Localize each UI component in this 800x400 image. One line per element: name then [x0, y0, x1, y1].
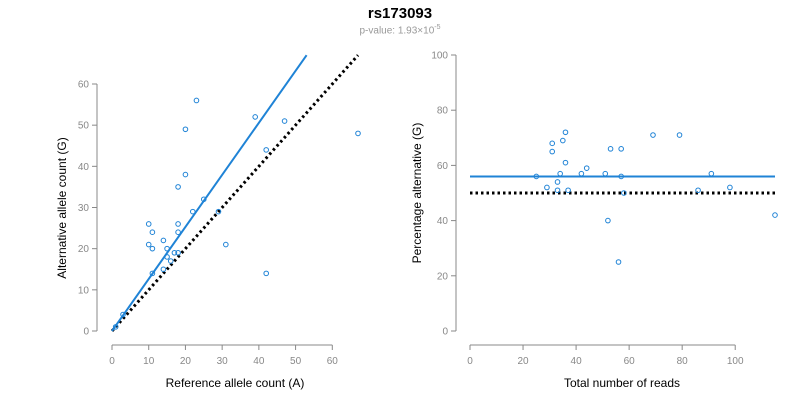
panel1-data-point	[175, 184, 181, 190]
panel1-data-point	[164, 245, 170, 252]
panel2-x-tick-label: 60	[624, 356, 636, 367]
panel2-data-point	[605, 217, 611, 224]
panel1-x-tick-label: 30	[217, 356, 229, 367]
panel1-data-point	[182, 126, 189, 133]
pvalue-text: p-value: 1.93×10	[359, 25, 435, 37]
panel1-data-point	[252, 114, 258, 120]
panel1-data-point	[149, 229, 156, 235]
panel1-data-point	[160, 237, 167, 244]
panel2-data-point	[562, 159, 569, 166]
panel2-x-tick-label: 100	[727, 356, 744, 367]
panel2-data-point	[549, 140, 556, 147]
panel2-data-point	[708, 170, 715, 177]
panel1-data-point	[167, 258, 174, 264]
panel2-data-point	[544, 184, 550, 191]
panel1-data-point	[145, 241, 152, 248]
panel1-y-tick-label: 10	[78, 285, 90, 296]
panel2-x-tick-label: 20	[517, 356, 529, 367]
panel1-data-point	[223, 241, 229, 248]
pvalue-exponent: -5	[434, 24, 441, 31]
panel2-data-point	[607, 146, 614, 152]
panel2-x-tick-label: 0	[467, 356, 473, 367]
panel1-data-point	[281, 118, 288, 124]
panel2-y-axis-label: Percentage alternative (G)	[410, 123, 424, 264]
panel1-data-point	[355, 130, 361, 137]
panel2-data-point	[557, 170, 563, 177]
panel2-data-point	[650, 132, 656, 138]
panel2-data-point	[676, 132, 683, 138]
panel1-data-point	[193, 97, 200, 104]
panel1-x-axis-label: Reference allele count (A)	[166, 376, 305, 390]
panel1-y-tick-label: 60	[78, 80, 90, 91]
panel1-x-tick-label: 20	[180, 356, 192, 367]
panel1-x-tick-label: 10	[143, 356, 155, 367]
panel1-data-point	[120, 311, 126, 318]
panel2-data-point	[772, 212, 778, 218]
panel2-data-point	[578, 170, 585, 177]
panel2-data-point	[615, 259, 622, 265]
panel2-data-point	[560, 137, 566, 144]
panel2-y-tick-label: 100	[431, 51, 448, 62]
panel1-data-point	[263, 270, 270, 277]
panel1-x-tick-label: 60	[327, 356, 339, 367]
panel1-data-point	[171, 249, 178, 256]
panel1-y-tick-label: 20	[78, 244, 90, 255]
panel2-x-tick-label: 40	[571, 356, 583, 367]
panel1-data-point	[215, 208, 222, 215]
panel1-y-tick-label: 50	[78, 121, 90, 132]
panel1-y-tick-label: 40	[78, 162, 90, 173]
panel1-data-point	[189, 208, 196, 215]
panel1-data-point	[145, 221, 152, 227]
panel2-data-point	[583, 165, 590, 171]
panel2-data-point	[554, 179, 561, 185]
panel1-x-tick-label: 50	[290, 356, 302, 367]
panel1-y-tick-label: 0	[83, 327, 89, 338]
panel2-data-point	[554, 187, 561, 194]
panel2-data-point	[602, 170, 609, 177]
panel2-data-point	[618, 173, 624, 180]
panel1-data-point	[112, 324, 119, 330]
panel2-y-tick-label: 60	[437, 161, 449, 172]
panel1-x-tick-label: 0	[109, 356, 115, 367]
panel1-data-point	[175, 249, 181, 256]
panel1-fit-line	[111, 54, 308, 332]
panel1-data-point	[164, 254, 170, 260]
panel1-reference-line	[110, 54, 360, 332]
panel1-data-point	[149, 245, 156, 252]
panel2-y-tick-label: 0	[442, 327, 448, 338]
panel1-y-tick-label: 30	[78, 203, 90, 214]
panel2-data-point	[621, 190, 627, 196]
panel2-x-axis-label: Total number of reads	[564, 376, 680, 390]
panel2-data-point	[727, 184, 733, 191]
panel2-data-point	[562, 129, 569, 136]
panel1-y-axis-label: Alternative allele count (G)	[55, 137, 69, 278]
panel2-data-point	[618, 146, 624, 152]
panel2-data-point	[549, 148, 556, 155]
panel1-data-point	[149, 270, 156, 277]
panel1-data-point	[182, 171, 189, 178]
panel2-data-point	[565, 187, 571, 194]
chart-title: rs173093	[367, 5, 433, 22]
panel2-x-tick-label: 80	[677, 356, 689, 367]
panel1-data-point	[263, 147, 270, 153]
panel2-y-tick-label: 20	[437, 271, 449, 282]
panel1-x-tick-label: 40	[253, 356, 265, 367]
panel2-y-tick-label: 80	[437, 106, 449, 117]
chart-subtitle: p-value: 1.93×10-5	[0, 24, 800, 36]
panel1-data-point	[160, 266, 167, 273]
panel1-data-point	[175, 229, 181, 235]
panel2-y-tick-label: 40	[437, 216, 449, 227]
panel2-data-point	[695, 187, 701, 194]
panel1-data-point	[175, 221, 181, 227]
panel1-data-point	[200, 196, 207, 203]
panel2-data-point	[533, 173, 540, 180]
